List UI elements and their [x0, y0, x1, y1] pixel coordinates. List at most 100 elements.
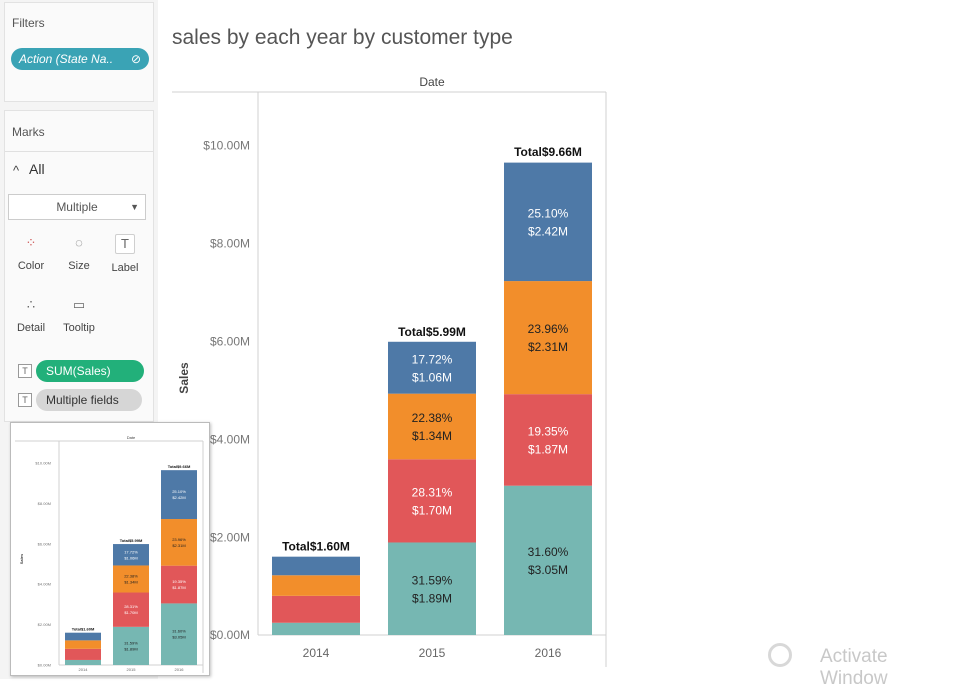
detail-button[interactable]: ∴ Detail [14, 292, 48, 348]
bar-segment [504, 281, 592, 395]
bar-segment [161, 470, 197, 520]
data-label: $2.42M [172, 495, 185, 500]
filter-pill[interactable]: Action (State Na.. ⊘ [11, 48, 149, 70]
bar-segment [504, 485, 592, 635]
data-label: $1.70M [124, 610, 137, 615]
label-button[interactable]: T Label [108, 230, 142, 286]
data-label: 31.59% [124, 640, 138, 645]
bar-segment [272, 556, 360, 576]
bar-segment [388, 393, 476, 460]
field-pill-sales[interactable]: SUM(Sales) [36, 360, 144, 382]
detail-button-label: Detail [16, 322, 46, 334]
data-label: 22.38% [124, 574, 138, 579]
y-axis-label: Sales [177, 362, 191, 394]
data-label: 31.59% [412, 573, 453, 587]
data-label: $3.05M [172, 635, 185, 640]
total-label: Total$1.60M [282, 540, 350, 554]
data-label: 23.96% [172, 537, 186, 542]
y-tick-label: $8.00M [38, 501, 51, 506]
bar-segment [65, 659, 101, 665]
total-label: Total$9.66M [168, 464, 191, 469]
data-label: 19.35% [528, 424, 569, 438]
x-tick-label: 2016 [175, 667, 185, 672]
y-tick-label: $10.00M [203, 139, 250, 153]
label-button-label: Label [111, 262, 139, 274]
data-label: $2.31M [172, 543, 185, 548]
column-header: Date [419, 75, 445, 89]
thumbnail-chart: Date Sales $0.00M $2.00M $4.00M $6.00M $8.00M $… [15, 435, 204, 681]
main-chart: Date Sales $0.00M $2.00M $4.00M $6.00M $8.00M $… [172, 75, 607, 667]
size-icon: ◌ [75, 235, 83, 250]
y-tick-label: $6.00M [210, 334, 250, 348]
color-icon: ⁘ [25, 235, 37, 250]
activate-windows-watermark: Activate Window [820, 646, 888, 689]
collapse-icon[interactable]: ^ [13, 163, 20, 178]
data-label: 22.38% [412, 411, 453, 425]
y-tick-label: $4.00M [38, 582, 51, 587]
text-icon: T [18, 393, 32, 407]
data-label: 31.60% [528, 545, 569, 559]
bar-segment [272, 595, 360, 623]
mark-type-value: Multiple [56, 200, 98, 214]
x-tick-label: 2016 [535, 646, 562, 660]
bar-segment [272, 622, 360, 635]
bar-segment [504, 162, 592, 282]
total-label: Total$5.99M [120, 538, 143, 543]
size-button-label: Size [68, 260, 90, 272]
color-button[interactable]: ⁘ Color [14, 230, 48, 286]
total-label: Total$5.99M [398, 325, 466, 339]
y-tick-label: $4.00M [210, 432, 250, 446]
x-tick-label: 2015 [127, 667, 137, 672]
bar-segment [272, 575, 360, 596]
bar-segment [113, 565, 149, 593]
bar-segment [65, 632, 101, 641]
chart-title: sales by each year by customer type [172, 26, 513, 49]
size-button[interactable]: ◌ Size [62, 230, 96, 286]
filters-title: Filters [12, 16, 45, 30]
data-label: $1.34M [124, 580, 137, 585]
x-tick-label: 2014 [303, 646, 330, 660]
filter-pill-label: Action (State Na.. [19, 52, 114, 66]
data-label: 25.10% [528, 206, 569, 220]
bar-segment [161, 519, 197, 566]
bar-segment [388, 542, 476, 635]
mark-type-dropdown[interactable]: Multiple ▼ [8, 194, 146, 220]
total-label: Total$1.60M [72, 627, 95, 632]
bar-segment [113, 592, 149, 627]
total-label: Total$9.66M [514, 145, 582, 159]
detail-icon: ∴ [26, 297, 36, 312]
tooltip-button-label: Tooltip [63, 322, 95, 334]
marks-title: Marks [12, 125, 45, 139]
tooltip-button[interactable]: ▭ Tooltip [62, 292, 96, 348]
data-label: 28.31% [124, 604, 138, 609]
link-icon: ⊘ [130, 52, 141, 66]
bar-segment [113, 544, 149, 566]
data-label: 31.60% [172, 629, 186, 634]
bar-segment [65, 640, 101, 649]
sidebar: Filters Action (State Na.. ⊘ Marks ^ All… [0, 0, 158, 679]
bar-segment [113, 626, 149, 665]
data-label: $1.87M [528, 442, 568, 456]
data-label: $1.89M [412, 591, 452, 605]
chevron-down-icon: ▼ [130, 202, 139, 212]
bar-segment [388, 341, 476, 394]
data-label: $1.06M [412, 370, 452, 384]
text-icon: T [115, 234, 135, 254]
bar-segment [161, 603, 197, 665]
data-label: $2.42M [528, 224, 568, 238]
field-pill-multiple[interactable]: Multiple fields [36, 389, 142, 411]
bar-segment [161, 565, 197, 604]
data-label: $3.05M [528, 563, 568, 577]
data-label: 28.31% [412, 485, 453, 499]
column-header: Date [127, 435, 136, 440]
text-icon: T [18, 364, 32, 378]
data-label: $1.89M [124, 646, 137, 651]
data-label: $1.34M [412, 429, 452, 443]
data-label: $1.70M [412, 503, 452, 517]
data-label: 17.72% [124, 549, 138, 554]
chart-thumbnail[interactable]: Date Sales $0.00M $2.00M $4.00M $6.00M $8.00M $… [10, 422, 210, 681]
y-tick-label: $8.00M [210, 237, 250, 251]
data-label: $2.31M [528, 340, 568, 354]
windows-logo-icon [768, 643, 792, 667]
filters-card: Filters Action (State Na.. ⊘ [4, 2, 154, 102]
